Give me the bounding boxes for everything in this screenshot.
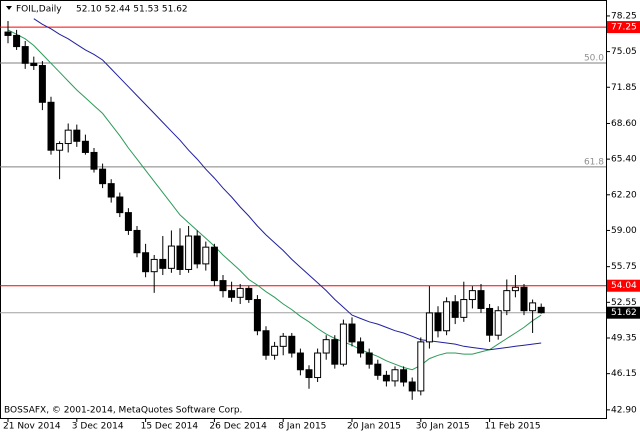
candle-body — [90, 151, 98, 170]
y-tick-label: 75.05 — [611, 47, 637, 57]
candle-body — [511, 286, 519, 292]
candle-body — [253, 299, 261, 332]
candle-body — [133, 229, 141, 254]
y-tick-label: 49.35 — [611, 333, 637, 343]
candle-body — [262, 330, 270, 356]
y-tick-label: 46.15 — [611, 369, 637, 379]
x-tick-label: 20 Jan 2015 — [347, 422, 401, 432]
candle-body — [339, 323, 347, 365]
candle-body — [365, 352, 373, 365]
candle-body — [400, 369, 408, 383]
candle-body — [142, 252, 150, 273]
candle-body — [159, 258, 167, 269]
candle-body — [236, 287, 244, 298]
candle-body — [167, 245, 175, 269]
candle-body — [99, 168, 107, 185]
last-price-box — [607, 306, 640, 319]
candle-body — [417, 341, 425, 392]
plot-frame — [0, 0, 607, 419]
candle-body — [64, 129, 72, 145]
hline-value-label: 54.04 — [611, 281, 637, 291]
candle-body — [520, 286, 528, 312]
y-tick-label: 78.25 — [611, 11, 637, 21]
candle-body — [408, 381, 416, 392]
candle-body — [451, 301, 459, 318]
candle-body — [193, 235, 201, 265]
quote: 52.10 52.44 51.53 51.62 — [76, 5, 188, 15]
candle-body — [185, 235, 193, 270]
level-label: 61.8 — [584, 157, 604, 167]
hline-value-label: 77.25 — [611, 23, 637, 33]
moving-average — [33, 18, 542, 351]
hline-value-box — [607, 21, 640, 34]
candle-body — [503, 290, 511, 312]
copyright: BOSSAFX, © 2001-2014, MetaQuotes Softwar… — [4, 406, 242, 416]
candle-body — [322, 339, 330, 354]
candle-body — [537, 306, 545, 314]
y-tick-label: 55.75 — [611, 262, 637, 272]
candle-body — [73, 129, 81, 142]
candle-body — [434, 312, 442, 332]
y-tick-label: 62.20 — [611, 190, 637, 200]
candle-body — [357, 341, 365, 354]
menu-arrow — [6, 6, 12, 10]
candle-body — [38, 65, 46, 103]
candle-body — [468, 290, 476, 301]
candle-body — [47, 101, 55, 151]
symbol-title: FOIL,Daily — [16, 5, 62, 15]
x-tick-label: 11 Feb 2015 — [485, 422, 541, 432]
candle-body — [13, 34, 21, 48]
y-tick-label: 42.90 — [611, 405, 637, 415]
candle-body — [477, 290, 485, 309]
hline-value-box — [607, 279, 640, 292]
candle-body — [219, 280, 227, 292]
y-tick-label: 65.40 — [611, 155, 637, 165]
level-label: 50.0 — [584, 53, 604, 63]
candle-body — [271, 345, 279, 356]
candle-body — [4, 31, 12, 36]
candle-body — [374, 363, 382, 376]
candle-body — [21, 46, 29, 64]
candle-body — [460, 299, 468, 318]
x-tick-label: 21 Nov 2014 — [3, 422, 61, 432]
moving-average — [7, 29, 542, 371]
x-tick-label: 26 Dec 2014 — [209, 422, 267, 432]
candle-body — [305, 369, 313, 379]
candle-body — [314, 352, 322, 379]
y-tick-label: 52.55 — [611, 298, 637, 308]
x-tick-label: 30 Jan 2015 — [416, 422, 470, 432]
candle-body — [425, 312, 433, 343]
candle-body — [210, 246, 218, 282]
candle-body — [494, 310, 502, 336]
candle-body — [202, 246, 210, 265]
candle-body — [176, 245, 184, 270]
candle-body — [296, 352, 304, 371]
y-tick-label: 59.00 — [611, 226, 637, 236]
candle-body — [529, 302, 537, 312]
x-tick-label: 15 Dec 2014 — [141, 422, 199, 432]
candle-body — [228, 290, 236, 298]
last-price-label: 51.62 — [611, 308, 637, 318]
candle-body — [124, 212, 132, 231]
candle-body — [30, 62, 38, 67]
candle-body — [245, 287, 253, 301]
y-tick-label: 68.60 — [611, 119, 637, 129]
candle-body — [288, 335, 296, 354]
candle-body — [331, 339, 339, 365]
candle-body — [279, 335, 287, 347]
candle-body — [486, 307, 494, 336]
candle-body — [56, 143, 64, 151]
candle-body — [443, 301, 451, 332]
candle-body — [150, 258, 158, 273]
y-tick-label: 71.85 — [611, 83, 637, 93]
candle-body — [107, 183, 115, 198]
candle-body — [391, 369, 399, 382]
candle-body — [81, 140, 89, 153]
x-tick-label: 3 Dec 2014 — [72, 422, 124, 432]
candle-body — [382, 374, 390, 382]
candle-body — [116, 196, 124, 214]
x-tick-label: 8 Jan 2015 — [278, 422, 326, 432]
candle-body — [348, 323, 356, 343]
